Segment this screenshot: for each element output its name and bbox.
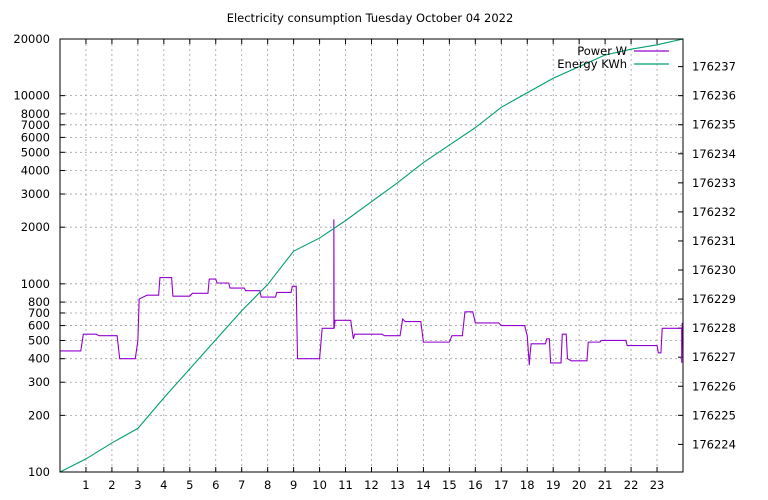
y-right-tick-label: 176237 [692, 60, 736, 74]
legend-power-label: Power W [577, 44, 627, 58]
x-tick-label: 11 [338, 478, 353, 492]
x-tick-label: 23 [650, 478, 665, 492]
x-tick-label: 4 [160, 478, 167, 492]
x-tick-label: 1 [82, 478, 89, 492]
x-tick-label: 13 [390, 478, 405, 492]
x-tick-label: 21 [598, 478, 613, 492]
ticks-layer: 1 2 3 4 5 6 7 8 9 10 11 12 13 14 15 16 17 18 19 20 21 22 23100… [13, 32, 736, 492]
x-tick-label: 14 [416, 478, 431, 492]
x-tick-label: 16 [468, 478, 483, 492]
x-tick-label: 5 [186, 478, 193, 492]
x-tick-label: 7 [238, 478, 245, 492]
y-right-tick-label: 176233 [692, 176, 736, 190]
plot-frame [59, 38, 684, 473]
x-tick-label: 6 [212, 478, 219, 492]
y-right-tick-label: 176226 [692, 379, 736, 393]
y-right-tick-label: 176231 [692, 234, 736, 248]
x-tick-label: 9 [290, 478, 297, 492]
y-left-tick-label: 20000 [13, 32, 50, 46]
y-left-tick-label: 6000 [21, 130, 50, 144]
y-right-tick-label: 176229 [692, 292, 736, 306]
x-tick-label: 8 [264, 478, 271, 492]
grid-layer [60, 38, 683, 473]
x-tick-label: 17 [494, 478, 509, 492]
y-left-tick-label: 200 [28, 408, 50, 422]
y-right-tick-label: 176227 [692, 350, 736, 364]
x-tick-label: 19 [546, 478, 561, 492]
y-right-tick-label: 176232 [692, 205, 736, 219]
x-tick-label: 10 [312, 478, 327, 492]
y-left-tick-label: 100 [28, 465, 50, 479]
x-tick-label: 2 [108, 478, 115, 492]
y-left-tick-label: 8000 [21, 107, 50, 121]
legend-energy-label: Energy KWh [557, 57, 627, 71]
y-left-tick-label: 300 [28, 375, 50, 389]
legend: Power W Energy KWh [557, 44, 669, 71]
x-tick-label: 18 [520, 478, 535, 492]
y-right-tick-label: 176224 [692, 437, 736, 451]
y-left-tick-label: 600 [28, 319, 50, 333]
y-right-tick-label: 176236 [692, 89, 736, 103]
y-right-tick-label: 176234 [692, 147, 736, 161]
y-right-tick-label: 176235 [692, 118, 736, 132]
y-left-tick-label: 10000 [13, 89, 50, 103]
y-left-tick-label: 5000 [21, 145, 50, 159]
x-tick-label: 15 [442, 478, 457, 492]
power-series-line [60, 219, 684, 366]
y-left-tick-label: 700 [28, 306, 50, 320]
y-right-tick-label: 176225 [692, 408, 736, 422]
y-left-tick-label: 2000 [21, 220, 50, 234]
y-left-tick-label: 7000 [21, 118, 50, 132]
chart-title: Electricity consumption Tuesday October … [227, 11, 514, 25]
y-left-tick-label: 4000 [21, 164, 50, 178]
y-left-tick-label: 800 [28, 295, 50, 309]
x-tick-label: 12 [364, 478, 379, 492]
y-left-tick-label: 400 [28, 352, 50, 366]
energy-series-line [59, 38, 684, 473]
y-left-tick-label: 500 [28, 333, 50, 347]
x-tick-label: 22 [624, 478, 639, 492]
y-left-tick-label: 3000 [21, 187, 50, 201]
x-tick-label: 20 [572, 478, 587, 492]
y-left-tick-label: 1000 [21, 277, 50, 291]
series-layer [59, 38, 684, 473]
y-right-tick-label: 176228 [692, 321, 736, 335]
x-tick-label: 3 [134, 478, 141, 492]
y-right-tick-label: 176230 [692, 263, 736, 277]
